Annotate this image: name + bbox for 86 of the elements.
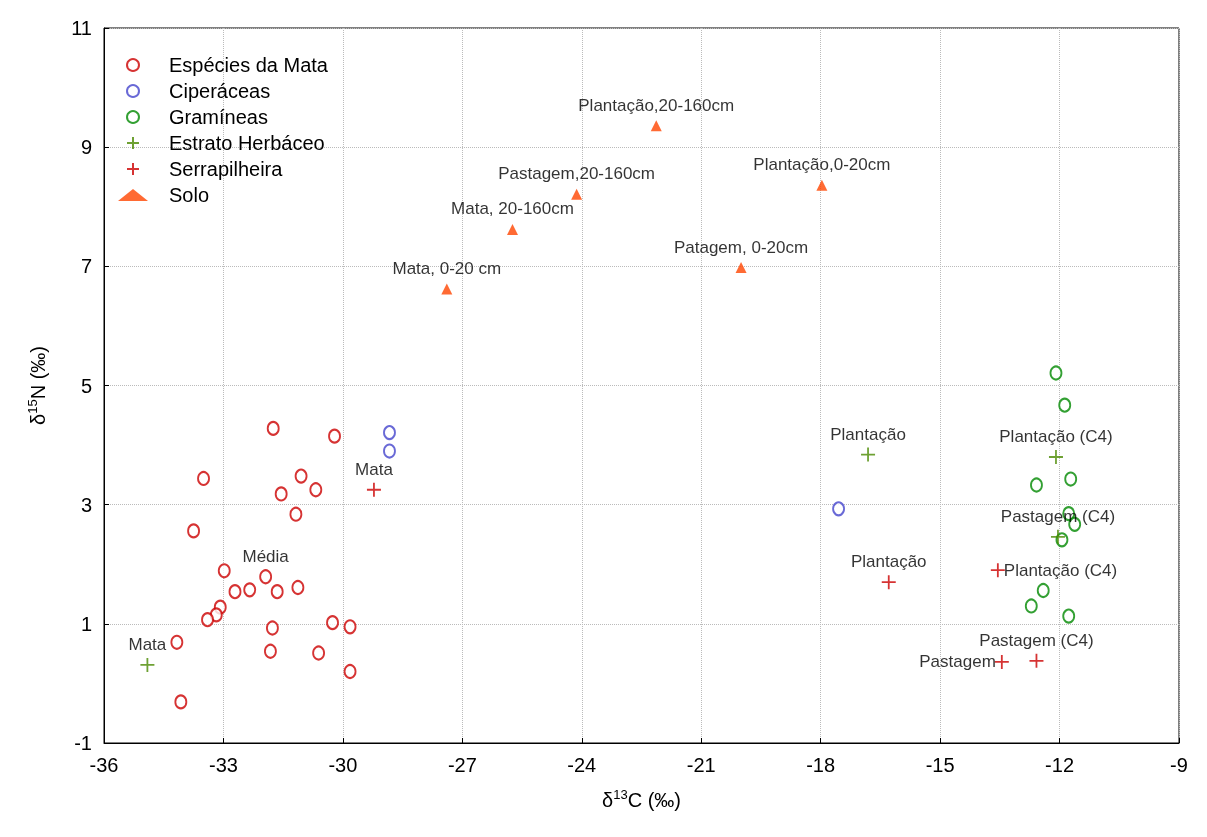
point (1048, 449, 1064, 465)
x-tick-label: -30 (328, 754, 358, 776)
point (343, 619, 357, 635)
point (294, 468, 308, 484)
point (201, 612, 215, 628)
annotation: Mata (355, 459, 394, 479)
point (650, 120, 662, 132)
legend-label: Espécies da Mata (169, 54, 329, 76)
x-tick-label: -27 (447, 754, 477, 776)
point (263, 643, 277, 659)
point (441, 283, 453, 295)
annotation: Mata (128, 634, 167, 654)
point (187, 523, 201, 539)
annotation: Plantação,0-20cm (753, 155, 891, 175)
y-tick-label: 5 (80, 374, 92, 397)
y-tick-label: 1 (80, 612, 92, 635)
point (326, 615, 340, 631)
annotation: Pastagem,20-160cm (498, 164, 656, 184)
legend-label: Solo (169, 184, 210, 206)
legend-label: Estrato Herbáceo (169, 132, 325, 154)
point (880, 574, 897, 591)
point (832, 501, 846, 517)
y-axis-title: δ15N (‰) (25, 346, 49, 425)
point (274, 486, 288, 502)
x-tick-label: -12 (1045, 754, 1075, 776)
point (1036, 582, 1050, 598)
annotation: Mata, 0-20 cm (392, 258, 502, 278)
point (1062, 608, 1076, 624)
annotation: Plantação,20-160cm (578, 95, 735, 115)
legend-label: Serrapilheira (169, 158, 284, 180)
point (170, 634, 184, 650)
x-tick-label: -15 (925, 754, 955, 776)
annotation: Média (242, 546, 290, 566)
x-tick-label: -33 (208, 754, 238, 776)
y-tick-label: -1 (74, 732, 92, 754)
point (1028, 652, 1045, 669)
point (197, 470, 211, 486)
point (1058, 397, 1072, 413)
point (1049, 365, 1063, 381)
annotation: Plantação (830, 424, 906, 444)
point (1050, 528, 1066, 545)
point (989, 562, 1006, 579)
point (291, 579, 305, 595)
x-tick-label: -9 (1170, 754, 1188, 776)
legend-label: Gramíneas (169, 106, 268, 128)
point (507, 223, 518, 235)
point (228, 584, 242, 600)
point (382, 425, 396, 441)
annotation: Plantação (C4) (999, 427, 1113, 446)
point (328, 428, 342, 444)
point (243, 582, 257, 598)
point (1064, 471, 1078, 487)
point (312, 645, 326, 661)
annotation: Pastagem (C4) (979, 630, 1094, 650)
point (266, 420, 280, 436)
point (309, 482, 323, 498)
annotation: Patagem, 0-20cm (673, 237, 809, 257)
point (571, 188, 583, 200)
point (174, 694, 188, 710)
point (366, 481, 382, 498)
point (217, 563, 231, 579)
point (289, 506, 303, 522)
point (1029, 477, 1043, 493)
point (259, 569, 273, 585)
legend-label: Ciperáceas (169, 80, 271, 102)
y-tick-label: 9 (80, 136, 92, 159)
annotation: Mata, 20-160cm (451, 199, 574, 219)
annotation: Pastagem (919, 652, 996, 672)
point (816, 179, 828, 191)
y-tick-label: 7 (80, 255, 92, 278)
x-tick-label: -18 (806, 754, 836, 776)
y-tick-label: 11 (71, 17, 92, 39)
point (139, 657, 156, 673)
x-tick-label: -24 (567, 754, 597, 776)
annotation: Plantação (850, 552, 927, 572)
point (382, 443, 396, 459)
annotation: Plantação (C4) (1003, 560, 1118, 580)
point (860, 446, 876, 463)
point (265, 620, 279, 636)
x-tick-label: -21 (686, 754, 716, 776)
point (270, 584, 284, 600)
point (735, 262, 747, 274)
point (1024, 598, 1038, 614)
x-tick-label: -36 (89, 754, 119, 776)
y-tick-label: 3 (80, 493, 92, 516)
point (343, 664, 357, 679)
